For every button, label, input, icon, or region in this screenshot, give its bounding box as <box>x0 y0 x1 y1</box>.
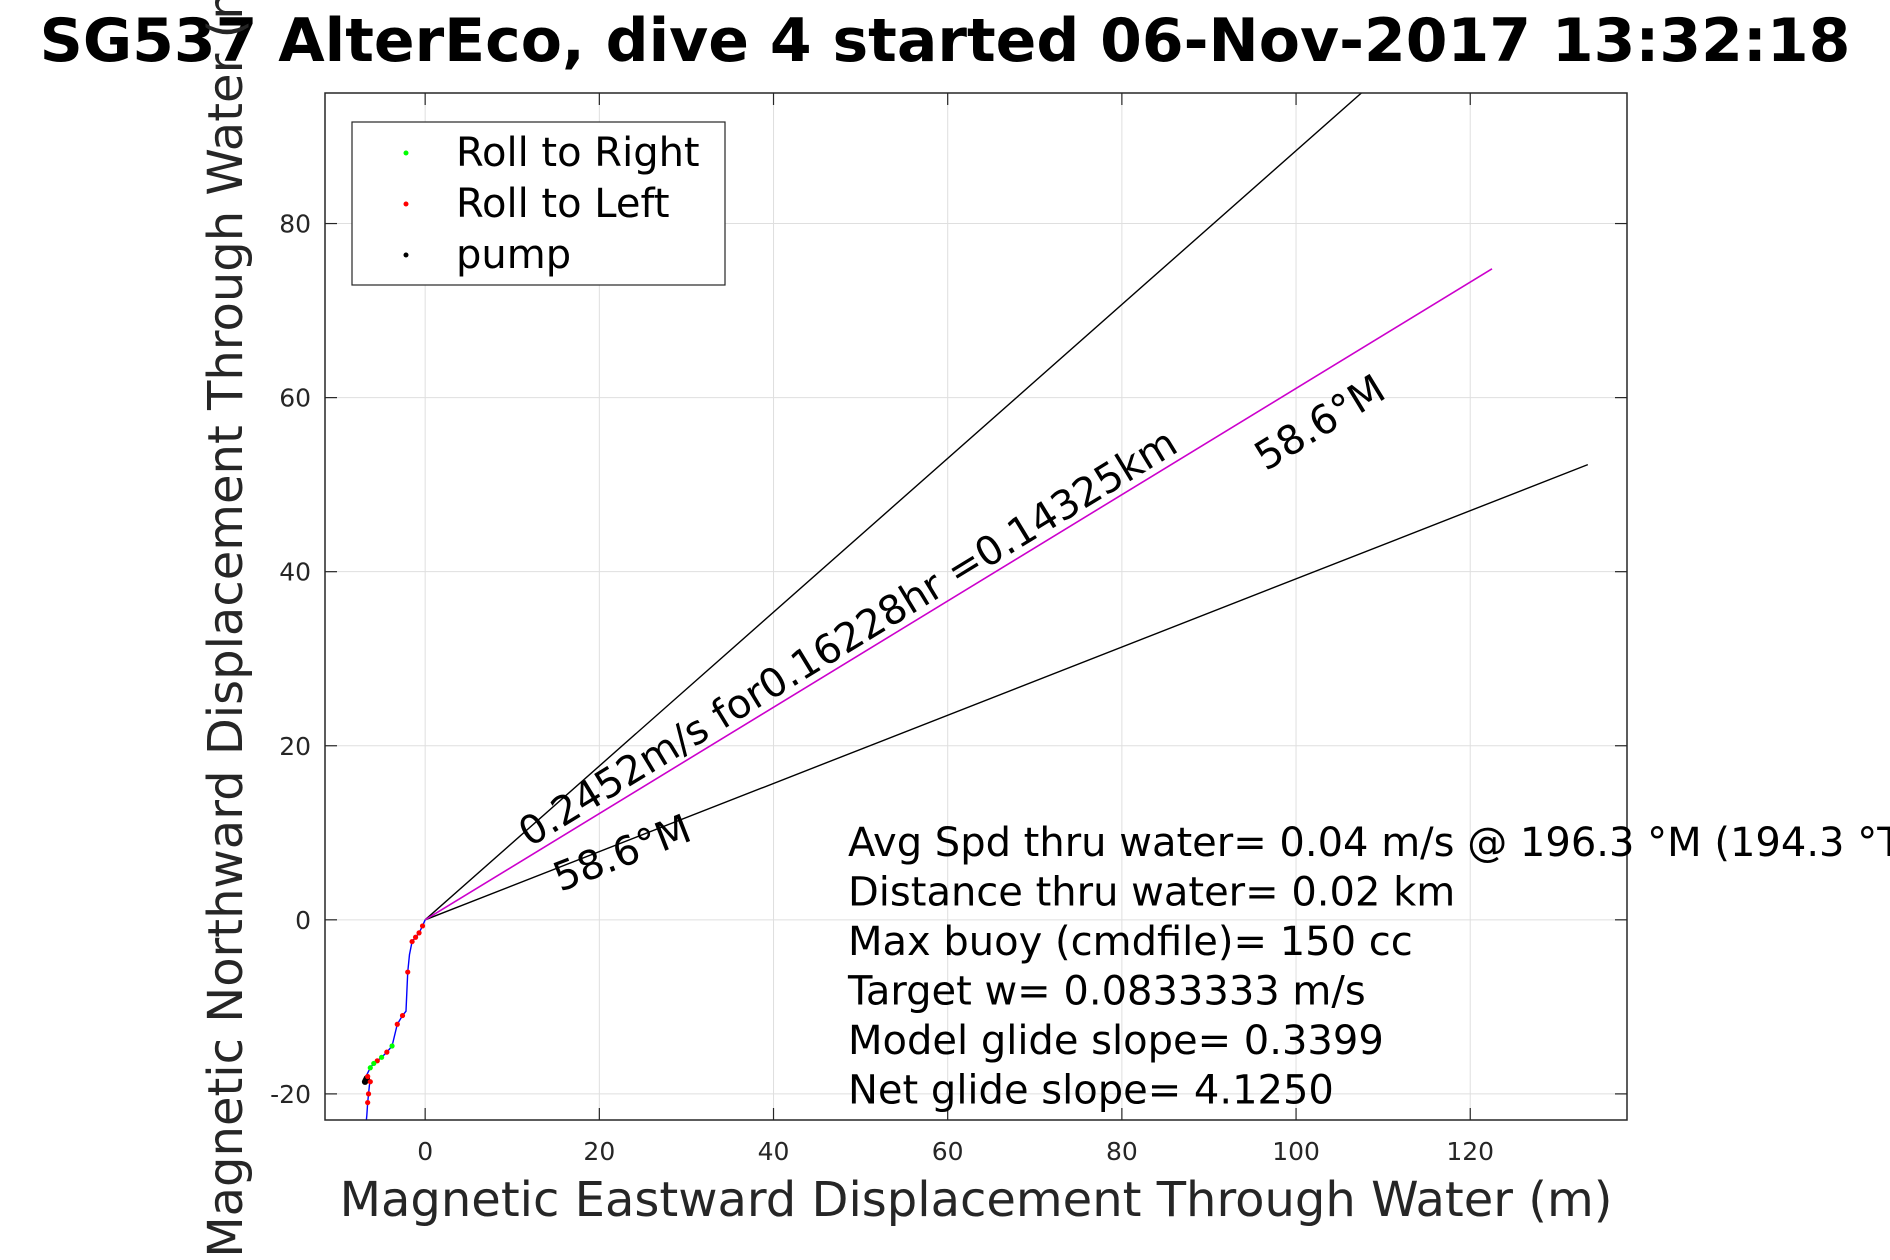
roll-left-point <box>409 938 415 945</box>
heading-cone-line-1 <box>424 93 1362 921</box>
x-tick-label: 100 <box>1272 1137 1320 1166</box>
data-layer <box>361 93 1589 1127</box>
roll-left-point <box>412 934 419 940</box>
roll-left-point <box>394 1021 400 1027</box>
x-tick-label: 0 <box>417 1137 433 1166</box>
y-tick-label: 60 <box>279 384 311 413</box>
chart-title: SG537 AlterEco, dive 4 started 06-Nov-20… <box>40 6 1851 76</box>
roll-left-point <box>416 930 422 936</box>
legend-box <box>351 121 726 286</box>
roll-left-point <box>405 969 411 975</box>
roll-left-point <box>399 1012 406 1019</box>
x-tick-label: 60 <box>932 1137 964 1166</box>
info-line-6: Net glide slope= 4.1250 <box>848 1068 1334 1114</box>
legend-roll-right-label: Roll to Right <box>456 130 700 176</box>
legend-pump-label: pump <box>456 232 571 278</box>
roll-left-point <box>419 923 426 929</box>
x-tick-label: 20 <box>583 1137 615 1166</box>
grid <box>325 93 1627 1120</box>
legend-pump-marker <box>403 252 409 258</box>
plot-frame <box>324 92 1628 1121</box>
roll-left-point <box>365 1099 371 1106</box>
legend: Roll to Right Roll to Left pump <box>351 121 726 286</box>
info-text-block: Avg Spd thru water= 0.04 m/s @ 196.3 °M … <box>847 820 1890 1114</box>
y-axis-label: Magnetic Northward Displacement Through … <box>198 0 254 1258</box>
heading-line <box>424 268 1493 921</box>
ticks: 0 20 40 60 80 100 120 -20 0 20 40 60 80 <box>270 93 1627 1166</box>
y-tick-label: 80 <box>279 210 311 239</box>
legend-roll-right-marker <box>403 150 409 156</box>
legend-roll-left-label: Roll to Left <box>456 181 670 227</box>
roll-left-point <box>384 1049 390 1055</box>
y-tick-label: -20 <box>270 1080 311 1109</box>
roll-right-point <box>371 1060 377 1067</box>
roll-right-point <box>389 1043 395 1049</box>
roll-left-point <box>363 1122 368 1127</box>
roll-left-point <box>367 1079 373 1085</box>
info-line-1: Avg Spd thru water= 0.04 m/s @ 196.3 °M … <box>848 820 1890 866</box>
y-tick-label: 40 <box>279 558 311 587</box>
x-axis-label: Magnetic Eastward Displacement Through W… <box>340 1172 1613 1228</box>
y-tick-label: 20 <box>279 732 311 761</box>
roll-left-point <box>365 1073 371 1080</box>
x-tick-label: 80 <box>1106 1137 1138 1166</box>
roll-left-point <box>365 1091 372 1097</box>
info-line-5: Model glide slope= 0.3399 <box>848 1018 1384 1064</box>
x-tick-label: 40 <box>758 1137 790 1166</box>
roll-right-point <box>379 1054 385 1060</box>
info-line-2: Distance thru water= 0.02 km <box>848 870 1455 916</box>
y-tick-label: 0 <box>295 906 311 935</box>
heading-cone-line-2 <box>424 463 1589 921</box>
info-line-4: Target w= 0.0833333 m/s <box>847 969 1366 1015</box>
x-tick-label: 120 <box>1446 1137 1494 1166</box>
info-line-3: Max buoy (cmdfile)= 150 cc <box>848 919 1413 965</box>
legend-roll-left-marker <box>403 201 409 207</box>
roll-right-point <box>367 1065 373 1071</box>
